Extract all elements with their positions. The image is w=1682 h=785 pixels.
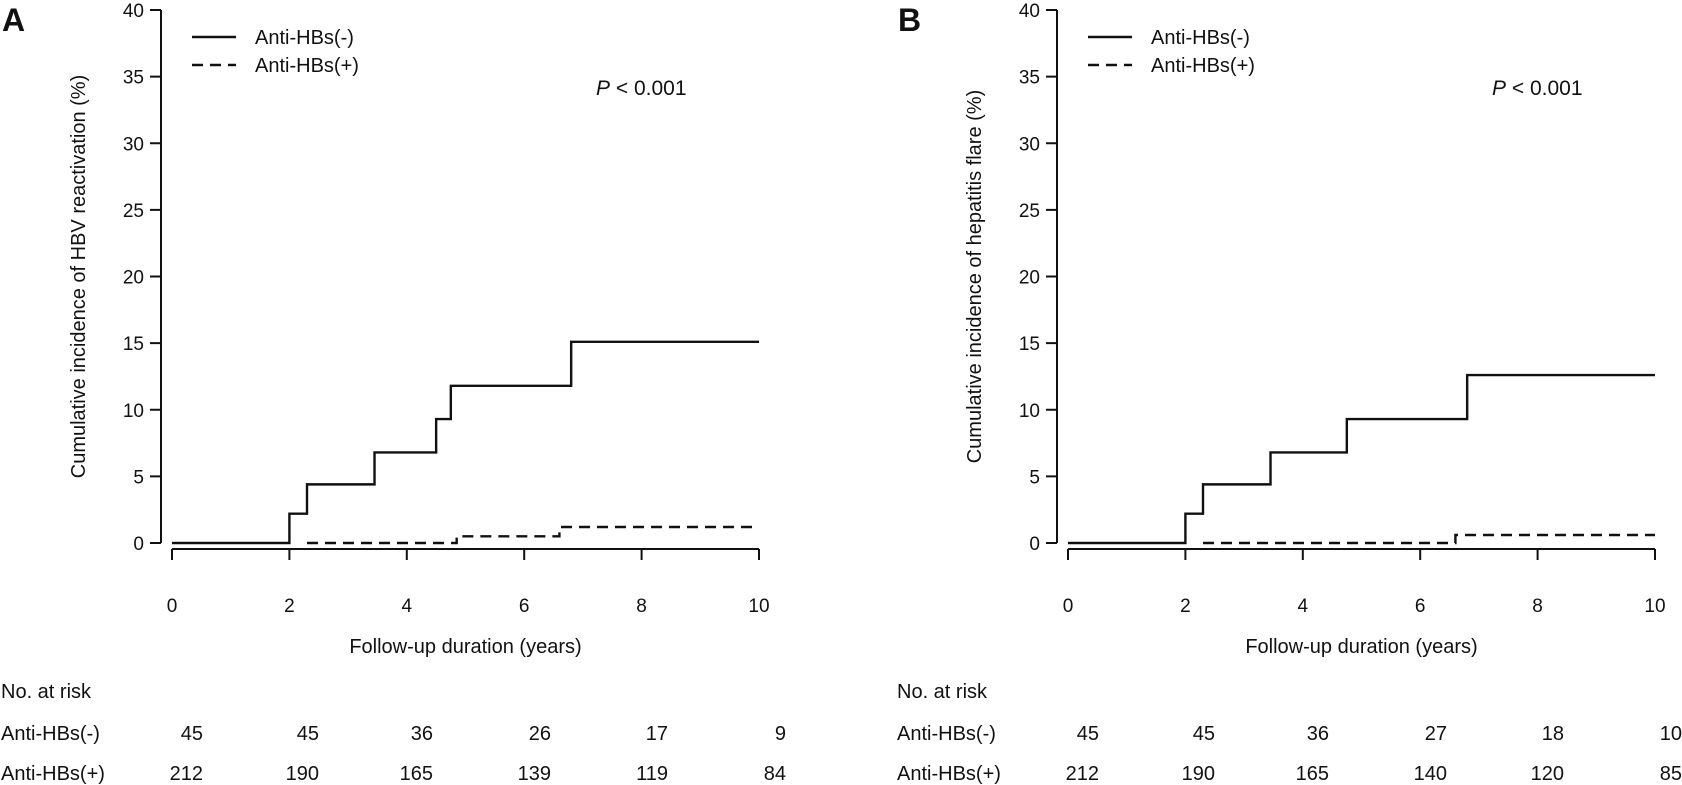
x-axis-title: Follow-up duration (years) (1245, 636, 1477, 658)
x-tick-label: 6 (1415, 596, 1426, 617)
y-tick-label: 40 (123, 1, 144, 22)
y-tick-label: 5 (1029, 467, 1040, 488)
p-value: P < 0.001 (1492, 77, 1583, 100)
risk-value: 190 (286, 763, 319, 785)
y-tick-label: 5 (133, 467, 144, 488)
risk-value: 212 (1066, 763, 1099, 785)
y-axis-title: Cumulative incidence of hepatitis flare … (964, 90, 986, 464)
legend-label: Anti-HBs(-) (255, 27, 354, 49)
x-tick-label: 10 (748, 596, 769, 617)
y-tick-label: 30 (123, 134, 144, 155)
series-line-anti-hbs-pos (307, 525, 759, 545)
risk-value: 84 (764, 763, 786, 785)
risk-value: 165 (400, 763, 433, 785)
legend-label: Anti-HBs(-) (1151, 27, 1250, 49)
legend-label: Anti-HBs(+) (255, 55, 359, 77)
risk-value: 120 (1531, 763, 1564, 785)
y-tick-label: 0 (133, 534, 144, 555)
y-tick-label: 15 (123, 334, 144, 355)
risk-value: 119 (636, 763, 668, 785)
x-tick-label: 8 (1532, 596, 1543, 617)
y-tick-label: 0 (1029, 534, 1040, 555)
x-tick-label: 4 (1298, 596, 1309, 617)
risk-value: 212 (170, 763, 203, 785)
y-tick-label: 25 (1019, 201, 1040, 222)
risk-table-title: No. at risk (1, 681, 92, 703)
x-tick-label: 0 (1063, 596, 1074, 617)
x-tick-label: 0 (167, 596, 178, 617)
risk-value: 36 (1307, 723, 1329, 745)
risk-value: 45 (297, 723, 319, 745)
risk-value: 45 (1077, 723, 1099, 745)
risk-value: 140 (1414, 763, 1447, 785)
panel-label: B (898, 2, 921, 38)
series-line-anti-hbs-neg (172, 340, 759, 545)
p-value-symbol: P (596, 77, 610, 100)
risk-value: 27 (1425, 723, 1447, 745)
panel-a: A 0 5 10 15 20 25 30 35 40 0 2 4 6 8 10 Follow-up durati… (1, 1, 786, 785)
p-value: P < 0.001 (596, 77, 687, 100)
x-axis-title: Follow-up duration (years) (349, 636, 581, 658)
risk-value: 9 (775, 723, 786, 745)
x-tick-label: 4 (402, 596, 413, 617)
p-value-text: < 0.001 (1506, 77, 1582, 100)
risk-row-label: Anti-HBs(+) (1, 763, 105, 785)
p-value-text: < 0.001 (610, 77, 686, 100)
risk-value: 45 (181, 723, 203, 745)
legend-label: Anti-HBs(+) (1151, 55, 1255, 77)
y-tick-label: 20 (123, 268, 144, 289)
y-tick-label: 35 (123, 68, 144, 89)
series-line-anti-hbs-neg (1068, 373, 1655, 545)
y-tick-label: 10 (1019, 401, 1040, 422)
risk-value: 45 (1193, 723, 1215, 745)
risk-value: 18 (1542, 723, 1564, 745)
p-value-symbol: P (1492, 77, 1506, 100)
risk-value: 165 (1296, 763, 1329, 785)
y-tick-label: 25 (123, 201, 144, 222)
y-tick-label: 40 (1019, 1, 1040, 22)
risk-value: 36 (411, 723, 433, 745)
x-tick-label: 10 (1644, 596, 1665, 617)
risk-row-label: Anti-HBs(-) (897, 723, 996, 745)
risk-value: 26 (529, 723, 551, 745)
panel-b: B 0 5 10 15 20 25 30 35 40 0 2 4 6 8 10 Follow-up durati… (897, 1, 1682, 785)
risk-value: 85 (1660, 763, 1682, 785)
x-tick-label: 2 (284, 596, 295, 617)
risk-row-label: Anti-HBs(+) (897, 763, 1001, 785)
risk-value: 10 (1660, 723, 1682, 745)
series-line-anti-hbs-pos (1203, 533, 1655, 545)
risk-value: 139 (518, 763, 551, 785)
y-tick-label: 35 (1019, 68, 1040, 89)
risk-value: 17 (646, 723, 668, 745)
x-tick-label: 2 (1180, 596, 1191, 617)
x-tick-label: 6 (519, 596, 530, 617)
y-tick-label: 15 (1019, 334, 1040, 355)
y-tick-label: 30 (1019, 134, 1040, 155)
y-tick-label: 20 (1019, 268, 1040, 289)
panel-label: A (2, 2, 25, 38)
risk-value: 190 (1182, 763, 1215, 785)
y-tick-label: 10 (123, 401, 144, 422)
y-axis-title: Cumulative incidence of HBV reactivation… (68, 75, 90, 479)
risk-table-title: No. at risk (897, 681, 988, 703)
x-tick-label: 8 (636, 596, 647, 617)
risk-row-label: Anti-HBs(-) (1, 723, 100, 745)
